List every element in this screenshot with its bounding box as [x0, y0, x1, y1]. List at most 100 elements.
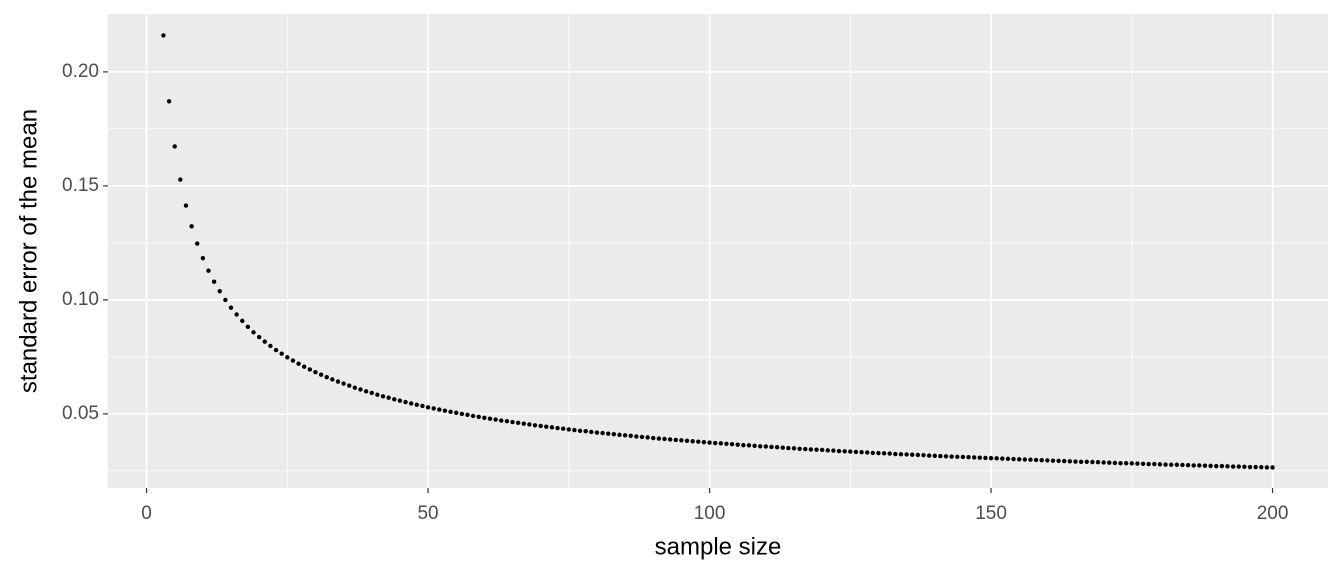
- point: [758, 444, 763, 449]
- point: [392, 397, 397, 402]
- point: [448, 409, 453, 415]
- point: [425, 405, 431, 410]
- point: [1208, 463, 1213, 469]
- x-axis-title: sample size: [655, 533, 782, 560]
- point: [1140, 461, 1146, 467]
- point: [1247, 464, 1253, 470]
- y-tick-label: 0.05: [62, 403, 99, 424]
- point: [532, 423, 538, 428]
- point: [741, 442, 746, 448]
- point: [189, 224, 194, 229]
- point: [724, 441, 729, 446]
- point: [459, 411, 465, 417]
- y-tick-label: 0.15: [62, 175, 99, 196]
- point: [938, 453, 943, 459]
- point: [1028, 457, 1033, 462]
- point: [1056, 458, 1061, 464]
- plot-panel: [108, 14, 1328, 488]
- point: [572, 427, 577, 433]
- point: [380, 394, 386, 399]
- point: [1236, 464, 1241, 469]
- point: [684, 438, 690, 444]
- point: [1197, 463, 1202, 468]
- x-tick-label: 0: [141, 503, 152, 524]
- point: [1163, 462, 1168, 467]
- point: [696, 439, 701, 444]
- point: [910, 452, 915, 457]
- point: [825, 448, 830, 453]
- point: [403, 399, 408, 405]
- point: [1202, 463, 1208, 468]
- point: [712, 440, 718, 446]
- point: [921, 452, 926, 458]
- point: [988, 455, 994, 461]
- point: [161, 33, 166, 38]
- point: [347, 383, 352, 388]
- point: [594, 430, 600, 435]
- point: [1230, 464, 1236, 469]
- point: [330, 377, 335, 382]
- point: [454, 410, 459, 415]
- point: [876, 450, 881, 456]
- point: [600, 430, 605, 436]
- point: [943, 454, 949, 459]
- point: [318, 372, 324, 377]
- point: [1033, 457, 1039, 463]
- point: [206, 268, 211, 273]
- point: [769, 444, 774, 450]
- point: [639, 434, 645, 440]
- point: [1214, 463, 1219, 469]
- point: [791, 446, 797, 451]
- point: [887, 451, 892, 456]
- point: [1157, 462, 1163, 467]
- point: [1050, 458, 1056, 463]
- point: [166, 99, 172, 104]
- point: [251, 330, 256, 335]
- point: [302, 364, 307, 369]
- x-tick-label: 150: [975, 503, 1007, 524]
- point: [1174, 462, 1180, 467]
- point: [358, 387, 363, 392]
- point: [195, 241, 200, 246]
- point: [476, 414, 481, 420]
- point: [414, 402, 420, 407]
- point: [904, 452, 909, 457]
- point: [527, 422, 532, 427]
- point: [893, 451, 898, 457]
- point: [1169, 462, 1174, 467]
- point: [375, 392, 380, 397]
- point: [245, 324, 251, 330]
- point: [667, 437, 673, 442]
- point: [1062, 458, 1067, 464]
- point: [752, 443, 757, 449]
- point: [369, 390, 374, 396]
- point: [1270, 465, 1275, 470]
- point: [1219, 463, 1225, 469]
- point: [566, 427, 572, 432]
- point: [228, 305, 234, 310]
- point: [966, 455, 971, 460]
- point: [870, 450, 876, 456]
- point: [926, 453, 932, 458]
- point: [397, 398, 403, 403]
- point: [335, 379, 341, 384]
- point: [786, 445, 791, 451]
- point: [555, 425, 560, 431]
- point: [746, 443, 752, 448]
- point: [515, 420, 521, 425]
- point: [1067, 459, 1073, 464]
- point: [1180, 462, 1185, 468]
- point: [701, 439, 707, 445]
- point: [510, 419, 515, 425]
- point: [1264, 465, 1270, 470]
- point: [487, 416, 493, 421]
- point: [240, 318, 245, 324]
- point: [223, 297, 228, 303]
- x-tick-label: 50: [417, 503, 438, 524]
- point: [589, 429, 594, 435]
- point: [898, 452, 904, 457]
- point: [217, 289, 222, 294]
- point: [955, 454, 960, 459]
- point: [1225, 464, 1230, 469]
